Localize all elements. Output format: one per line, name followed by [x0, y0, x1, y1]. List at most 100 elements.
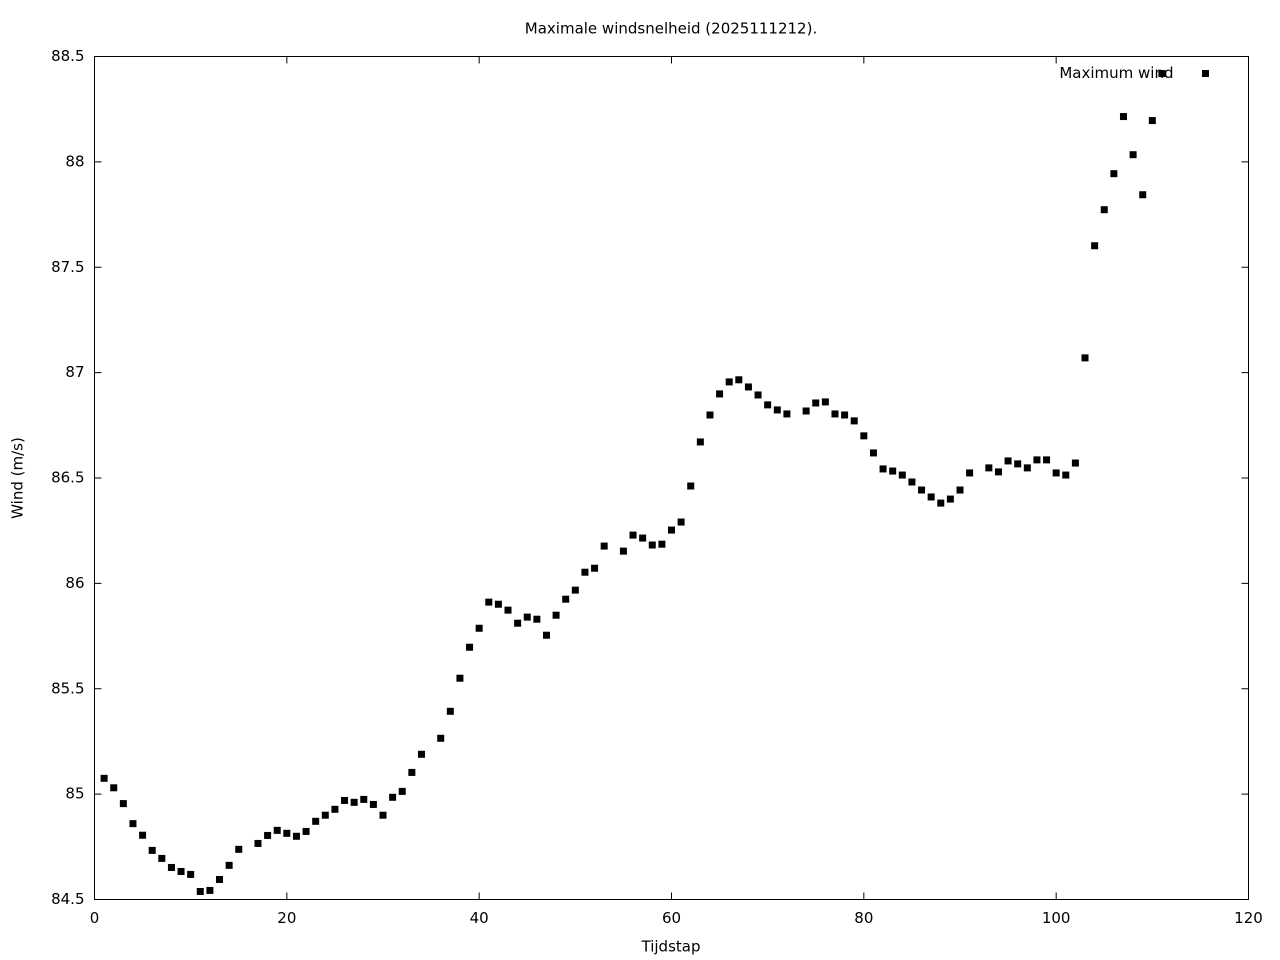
data-point: [1043, 456, 1051, 464]
data-point: [668, 526, 675, 534]
data-point: [321, 811, 329, 819]
data-point: [783, 410, 791, 418]
y-tick-label: 87.5: [51, 258, 84, 276]
data-point: [1081, 354, 1089, 362]
data-point: [966, 469, 974, 477]
data-point: [591, 564, 599, 572]
data-point: [706, 411, 714, 419]
x-tick-label: 20: [277, 909, 296, 927]
data-point: [581, 568, 589, 576]
data-point: [764, 401, 772, 409]
data-point: [369, 800, 377, 808]
data-point: [1033, 456, 1041, 464]
data-point: [831, 410, 839, 418]
y-tick-label: 88.5: [51, 47, 84, 65]
y-tick-label: 85.5: [51, 679, 84, 697]
y-tick-label: 84.5: [51, 890, 84, 908]
x-tick-label: 40: [470, 909, 489, 927]
data-point: [552, 611, 560, 619]
data-point: [860, 432, 868, 440]
data-point: [408, 768, 416, 776]
data-point: [475, 624, 483, 632]
data-point: [148, 846, 156, 854]
data-point: [629, 531, 637, 539]
data-point: [466, 643, 474, 651]
data-point: [821, 398, 829, 406]
data-point: [360, 795, 368, 803]
data-point: [735, 376, 743, 384]
data-point: [1148, 117, 1156, 125]
data-point: [571, 586, 579, 594]
data-point: [562, 595, 570, 603]
data-point: [773, 406, 781, 414]
data-point: [802, 407, 810, 415]
y-tick-label: 87: [65, 363, 84, 381]
x-tick-label: 100: [1042, 909, 1071, 927]
data-point: [100, 774, 108, 782]
data-point: [1110, 170, 1118, 178]
data-point: [889, 467, 897, 475]
data-point: [110, 784, 118, 792]
data-point: [725, 378, 733, 386]
data-point: [389, 793, 397, 801]
data-point: [437, 734, 445, 742]
data-point: [485, 598, 493, 606]
data-point: [119, 800, 127, 808]
data-point: [1052, 469, 1060, 477]
data-point: [658, 540, 666, 548]
data-point: [946, 495, 954, 503]
data-point: [639, 534, 647, 542]
data-point: [446, 707, 454, 715]
data-point: [177, 867, 185, 875]
data-point: [254, 839, 262, 847]
data-point: [619, 547, 627, 555]
data-point: [677, 518, 685, 526]
data-point: [456, 674, 464, 682]
data-point: [918, 486, 926, 494]
data-point: [139, 831, 147, 839]
data-point: [350, 798, 358, 806]
data-point: [985, 464, 993, 472]
data-point: [523, 613, 531, 621]
data-point: [341, 796, 349, 804]
data-point: [206, 886, 214, 894]
data-point: [1071, 459, 1079, 467]
data-point: [648, 541, 656, 549]
legend-label: Maximum wind: [1059, 64, 1173, 82]
data-point: [600, 542, 608, 550]
data-point: [1139, 191, 1147, 199]
legend-marker: [1202, 70, 1209, 77]
y-tick-label: 85: [65, 785, 84, 803]
data-point: [1004, 457, 1012, 465]
data-point: [417, 750, 425, 758]
data-point: [216, 875, 224, 883]
x-tick-label: 60: [662, 909, 681, 927]
data-point: [167, 863, 175, 871]
y-tick-label: 86: [65, 574, 84, 592]
data-point: [542, 631, 550, 639]
data-point: [898, 471, 906, 479]
data-point: [754, 391, 762, 399]
y-tick-label: 86.5: [51, 469, 84, 487]
data-point: [869, 449, 877, 457]
data-point: [1119, 113, 1127, 121]
plot-border: [94, 56, 1249, 900]
chart-title: Maximale windsnelheid (2025111212).: [525, 20, 817, 38]
data-point: [235, 845, 243, 853]
x-tick-label: 120: [1234, 909, 1263, 927]
data-point: [302, 827, 310, 835]
data-point: [1014, 460, 1022, 468]
data-point: [312, 817, 320, 825]
data-point: [1129, 151, 1137, 159]
data-point: [379, 811, 387, 819]
data-point: [879, 465, 887, 473]
data-point: [994, 468, 1002, 476]
data-point: [129, 820, 137, 828]
data-point: [1062, 471, 1070, 479]
x-axis-label: Tijdstap: [641, 938, 701, 956]
data-point: [504, 606, 512, 614]
data-point: [908, 478, 916, 486]
data-point: [937, 499, 945, 507]
data-point: [841, 411, 849, 419]
